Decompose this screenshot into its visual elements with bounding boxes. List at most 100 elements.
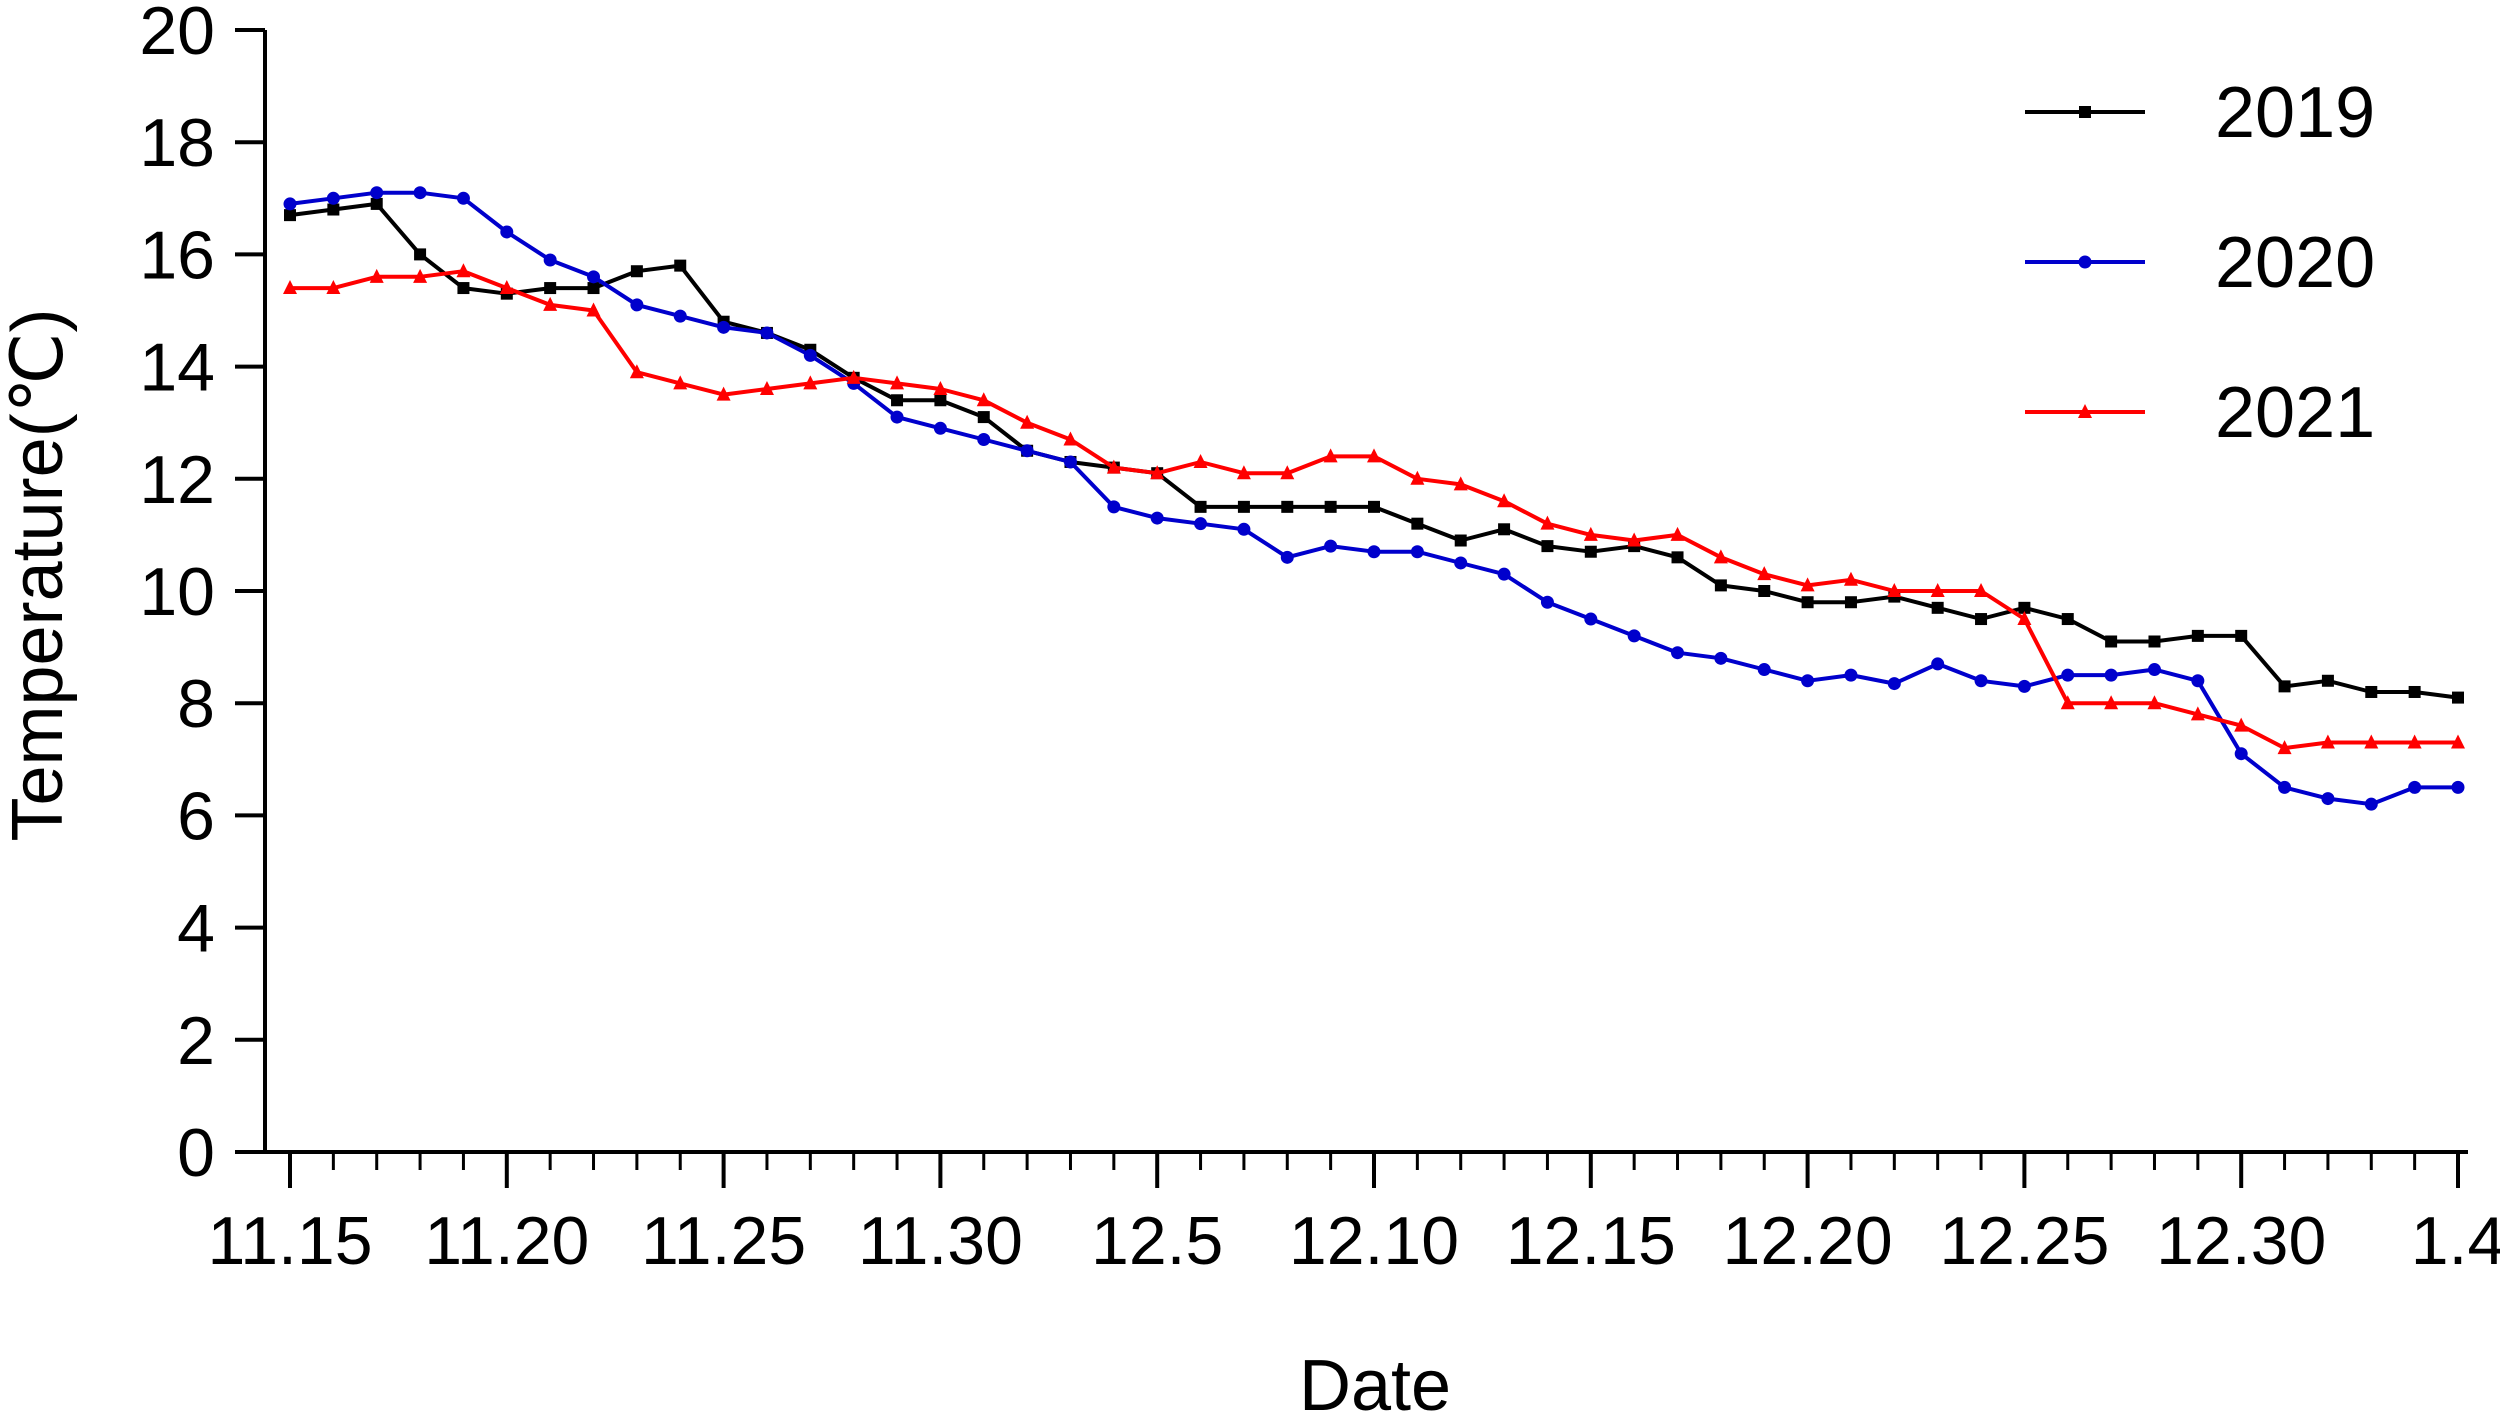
- legend-item-2020: 2020: [2025, 223, 2375, 303]
- x-tick-label: 12.25: [1939, 1203, 2109, 1279]
- x-axis-ticks: 11.15 11.20 11.25 11.30 12.5 12.10 12.15 12.20 1…: [207, 1152, 2500, 1279]
- data-point: [1194, 500, 1207, 513]
- x-tick-label: 12.15: [1506, 1203, 1676, 1279]
- data-point: [2364, 734, 2379, 749]
- data-point: [2320, 734, 2335, 749]
- data-point: [1020, 414, 1035, 429]
- legend-item-2021: 2021: [2025, 373, 2375, 453]
- data-point: [2078, 255, 2092, 269]
- y-tick-label: 2: [177, 1003, 215, 1079]
- data-point: [1497, 567, 1511, 581]
- data-point: [1410, 470, 1425, 485]
- data-point: [803, 348, 817, 362]
- x-tick-label: 12.5: [1091, 1203, 1223, 1279]
- x-tick-label: 1.4: [2411, 1203, 2500, 1279]
- data-point: [456, 263, 471, 278]
- data-point: [586, 302, 601, 317]
- series-2019: [284, 197, 2464, 704]
- data-point: [2105, 635, 2118, 648]
- data-point: [1584, 612, 1598, 626]
- data-point: [456, 191, 470, 205]
- data-point: [1974, 674, 1988, 688]
- data-point: [1887, 583, 1902, 597]
- legend-label: 2021: [2215, 373, 2375, 453]
- data-point: [1671, 646, 1685, 660]
- data-point: [1237, 500, 1250, 513]
- data-point: [1627, 532, 1642, 547]
- data-point: [283, 280, 297, 295]
- axes: [263, 30, 2468, 1154]
- legend-label: 2020: [2215, 223, 2375, 303]
- data-point: [1411, 517, 1424, 530]
- data-point: [976, 392, 991, 407]
- x-tick-label: 11.15: [207, 1203, 372, 1279]
- data-point: [1323, 448, 1338, 463]
- data-point: [1757, 566, 1772, 581]
- series-2021: [283, 263, 2465, 755]
- data-point: [977, 433, 991, 447]
- y-tick-label: 16: [139, 217, 215, 293]
- data-point: [1801, 674, 1815, 688]
- data-point: [759, 381, 774, 396]
- data-point: [1974, 583, 1989, 597]
- data-point: [326, 191, 340, 205]
- data-point: [327, 203, 340, 216]
- data-point: [543, 296, 558, 311]
- data-point: [1237, 522, 1251, 536]
- data-point: [1368, 500, 1380, 513]
- data-point: [1930, 583, 1945, 597]
- data-point: [2407, 734, 2422, 749]
- y-tick-label: 18: [139, 105, 215, 181]
- legend-item-2019: 2019: [2025, 73, 2375, 153]
- data-point: [1540, 515, 1555, 530]
- x-axis-title: Date: [1299, 1346, 1451, 1415]
- data-point: [1367, 545, 1381, 559]
- x-tick-label: 12.10: [1289, 1203, 1459, 1279]
- data-point: [1454, 534, 1467, 547]
- data-point: [2104, 668, 2118, 682]
- data-point: [1367, 448, 1381, 463]
- data-point: [1844, 668, 1858, 682]
- data-point: [2451, 780, 2465, 794]
- data-point: [457, 282, 470, 295]
- data-point: [2321, 674, 2334, 687]
- data-point: [629, 364, 644, 379]
- data-point: [760, 326, 774, 340]
- data-point: [1150, 465, 1165, 480]
- data-point: [1670, 526, 1685, 541]
- data-point: [1454, 556, 1468, 570]
- y-tick-label: 4: [177, 891, 215, 967]
- data-point: [587, 282, 600, 295]
- data-point: [2079, 106, 2091, 118]
- y-tick-label: 10: [139, 554, 215, 630]
- data-point: [2061, 668, 2075, 682]
- data-point: [673, 375, 688, 390]
- data-point: [2017, 611, 2032, 626]
- series-group: [283, 186, 2465, 811]
- x-tick-label: 11.30: [858, 1203, 1023, 1279]
- data-point: [1193, 453, 1208, 468]
- data-point: [413, 268, 428, 283]
- data-point: [2452, 691, 2464, 704]
- data-point: [2148, 635, 2161, 648]
- y-tick-label: 0: [177, 1115, 215, 1191]
- data-point: [2104, 695, 2119, 710]
- y-tick-label: 8: [177, 666, 215, 742]
- data-point: [2451, 734, 2465, 749]
- data-point: [2364, 797, 2378, 811]
- data-point: [1801, 596, 1814, 609]
- data-point: [2234, 747, 2248, 761]
- data-point: [1714, 579, 1727, 592]
- data-point: [2321, 792, 2335, 806]
- data-point: [1324, 539, 1338, 553]
- data-point: [803, 375, 818, 390]
- data-point: [543, 253, 557, 267]
- data-point: [2277, 740, 2292, 755]
- legend-label: 2019: [2215, 73, 2375, 153]
- data-point: [2234, 717, 2249, 732]
- data-point: [1497, 493, 1512, 508]
- data-point: [1583, 526, 1598, 541]
- data-point: [1541, 540, 1554, 553]
- data-point: [326, 280, 341, 295]
